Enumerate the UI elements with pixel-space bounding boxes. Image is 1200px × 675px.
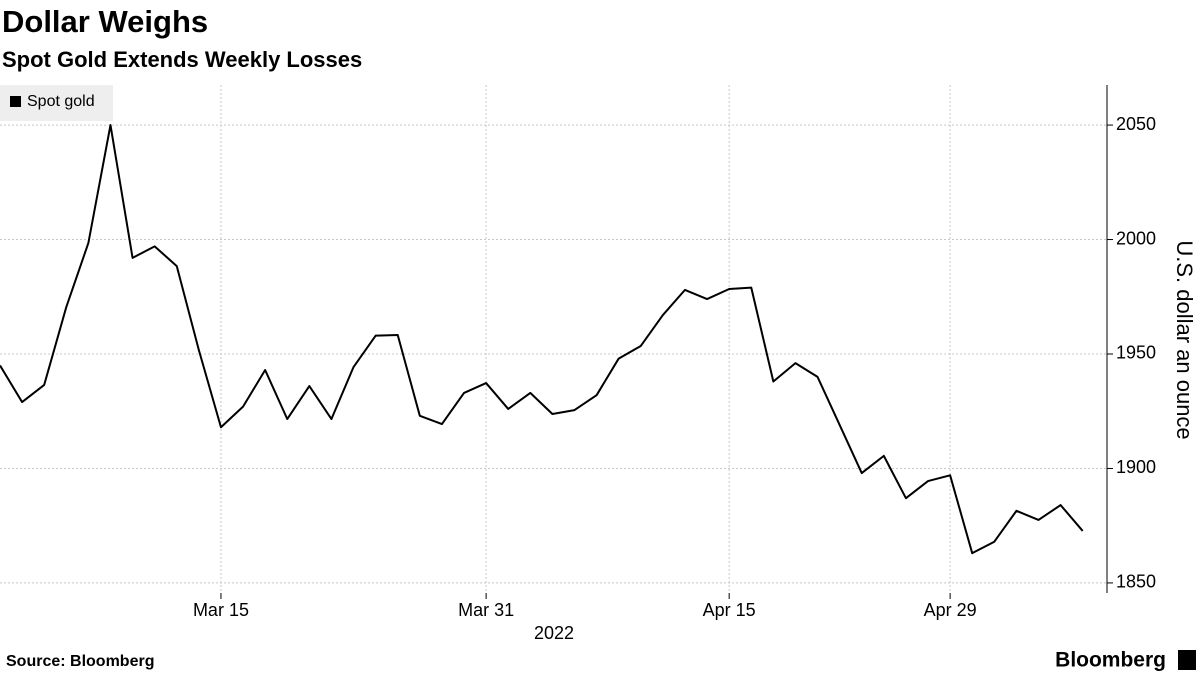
x-tick-label: Apr 15 (703, 600, 756, 620)
y-tick-label: 2000 (1116, 228, 1156, 248)
line (0, 124, 1084, 555)
x-tick-label: Mar 31 (458, 600, 514, 620)
brand-icon (1178, 650, 1196, 670)
chart-subtitle: Spot Gold Extends Weekly Losses (2, 47, 362, 72)
brand: Bloomberg (1055, 649, 1166, 672)
y-tick-label: 2050 (1116, 114, 1156, 134)
source: Source: Bloomberg (6, 653, 154, 670)
legend-swatch (10, 96, 21, 107)
chart-title: Dollar Weighs (2, 4, 208, 39)
y-axis-label: U.S. dollar an ounce (1172, 240, 1197, 439)
x-tick-label: Apr 29 (924, 600, 977, 620)
y-tick-label: 1850 (1116, 572, 1156, 592)
legend-label: Spot gold (27, 93, 95, 110)
y-tick-label: 1900 (1116, 457, 1156, 477)
x-axis-label: 2022 (534, 623, 574, 643)
y-tick-label: 1950 (1116, 343, 1156, 363)
x-tick-label: Mar 15 (193, 600, 249, 620)
